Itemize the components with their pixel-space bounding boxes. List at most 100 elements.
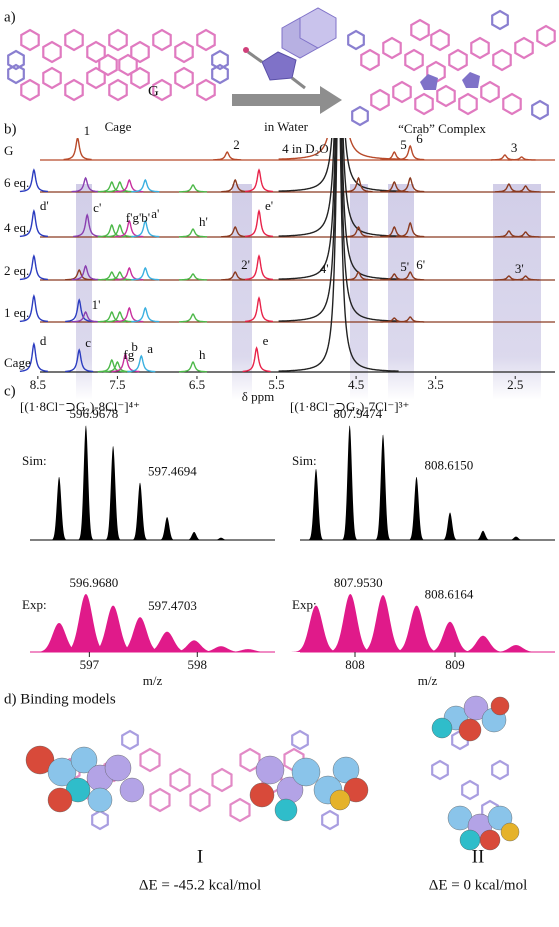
x-tick-label: 597: [80, 657, 100, 672]
atom: [104, 754, 132, 782]
peak-label: e': [265, 198, 273, 213]
ring: [531, 99, 549, 121]
peak: [490, 645, 542, 652]
trace-name: Cage: [4, 355, 31, 370]
peak-label: 597.4703: [148, 598, 197, 613]
peak: [307, 469, 325, 540]
peak: [19, 294, 49, 323]
ring: [410, 18, 430, 42]
peak: [19, 168, 49, 193]
ring: [196, 28, 216, 52]
peak-label: b: [131, 339, 138, 354]
x-tick-label: 8.5: [30, 377, 46, 392]
ring: [436, 84, 456, 108]
ring: [20, 28, 40, 52]
trace-name: G: [4, 143, 13, 158]
ring: [239, 747, 261, 773]
peak: [380, 226, 409, 238]
peak: [380, 181, 409, 193]
ring: [42, 40, 62, 64]
atom: [249, 782, 275, 808]
peak: [221, 226, 250, 238]
peak-label: 808.6164: [425, 587, 474, 602]
atom: [459, 829, 481, 851]
peak: [245, 254, 273, 281]
panel-label: a): [4, 9, 16, 25]
peak-label: 596.9680: [70, 575, 119, 590]
ring: [108, 28, 128, 52]
guest-ring: [462, 72, 480, 88]
peak: [63, 138, 92, 161]
x-tick-label: 4.5: [348, 377, 364, 392]
peak: [65, 298, 94, 323]
ring: [139, 747, 161, 773]
ring: [108, 78, 128, 102]
trace-name: 4 eq.: [4, 220, 29, 235]
ring: [514, 36, 534, 60]
peak: [59, 594, 112, 652]
atom: [463, 695, 489, 721]
peak: [396, 271, 425, 281]
ring: [291, 729, 309, 751]
peak: [179, 228, 207, 238]
peak: [131, 266, 160, 281]
guest-drawing: [243, 7, 337, 90]
peak: [290, 605, 342, 652]
trace-name: 2 eq.: [4, 263, 29, 278]
peak: [441, 512, 459, 540]
ring: [448, 48, 468, 72]
ring: [351, 105, 369, 127]
peak: [71, 311, 100, 323]
peak: [278, 138, 399, 237]
peak: [87, 605, 140, 652]
x-axis-label: δ ppm: [242, 389, 275, 404]
ring: [196, 78, 216, 102]
peak: [168, 640, 221, 652]
model-name: II: [472, 846, 485, 867]
atom: [332, 756, 360, 784]
peak: [65, 269, 94, 281]
ring: [211, 63, 229, 85]
peak: [105, 181, 134, 193]
peak-label: 5': [400, 259, 409, 274]
peak: [213, 151, 242, 161]
peak: [221, 178, 250, 193]
complex-caption: “Crab” Complex: [398, 121, 486, 136]
peak-label: 807.9474: [333, 406, 382, 421]
ring: [149, 787, 171, 813]
peak-label: a: [147, 341, 153, 356]
mass-spectra: [(1·8Cl⁻⊃G₂)-8Cl⁻]⁴⁺ Sim: 596.9678 597.4694…: [20, 399, 555, 688]
ring: [431, 759, 449, 781]
trace-name: 1 eq.: [4, 305, 29, 320]
peak: [396, 221, 425, 238]
ring: [98, 53, 118, 77]
panel-label: b): [4, 121, 17, 137]
peak: [457, 635, 509, 652]
ring: [86, 40, 106, 64]
atom: [274, 798, 298, 822]
peak: [380, 151, 409, 161]
ring: [20, 78, 40, 102]
peak: [19, 254, 48, 281]
ring: [382, 36, 402, 60]
peak: [344, 226, 373, 238]
x-tick-label: 5.5: [268, 377, 284, 392]
peak: [511, 185, 540, 193]
x-tick-label: 7.5: [109, 377, 125, 392]
ring: [502, 92, 522, 116]
atom: [87, 787, 113, 813]
atom: [47, 787, 73, 813]
peak: [131, 306, 160, 323]
peak: [245, 296, 273, 323]
peak: [424, 621, 476, 652]
peak: [65, 348, 94, 373]
nmr-spectra: [19, 138, 555, 373]
panel-label: d) Binding models: [4, 691, 116, 707]
peak-label: 808.6150: [425, 458, 474, 473]
atom: [25, 745, 55, 775]
peak-label: e: [263, 333, 269, 348]
x-tick-label: 6.5: [189, 377, 205, 392]
peak-label: 5: [400, 137, 407, 152]
nmr-labels: G 1 2 4 in D₂O 5 6 3 6 eq. 4 eq. d' c' f'g'b' a' h' e'…: [4, 123, 524, 404]
